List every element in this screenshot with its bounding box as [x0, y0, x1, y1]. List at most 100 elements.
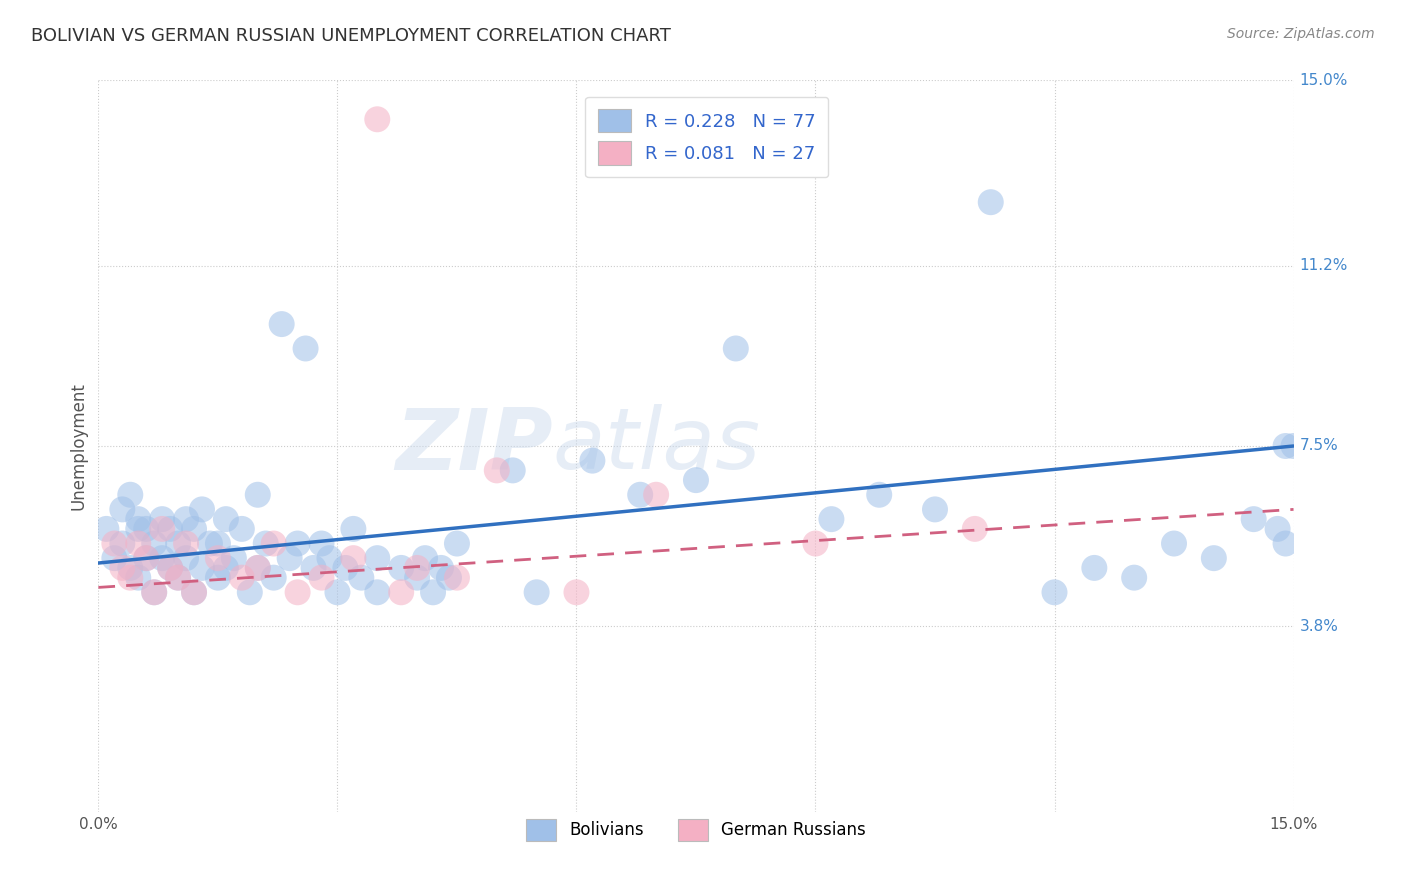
- Point: [191, 502, 214, 516]
- Point: [311, 536, 333, 550]
- Point: [406, 571, 429, 585]
- Point: [446, 571, 468, 585]
- Point: [150, 512, 173, 526]
- Point: [127, 536, 149, 550]
- Point: [820, 512, 842, 526]
- Point: [1282, 439, 1305, 453]
- Point: [366, 585, 388, 599]
- Point: [1267, 522, 1289, 536]
- Point: [526, 585, 548, 599]
- Point: [868, 488, 890, 502]
- Point: [143, 585, 166, 599]
- Text: ZIP: ZIP: [395, 404, 553, 488]
- Point: [342, 522, 364, 536]
- Text: Source: ZipAtlas.com: Source: ZipAtlas.com: [1227, 27, 1375, 41]
- Point: [963, 522, 986, 536]
- Point: [437, 571, 460, 585]
- Point: [1163, 536, 1185, 550]
- Point: [231, 522, 253, 536]
- Point: [1123, 571, 1146, 585]
- Point: [389, 585, 412, 599]
- Point: [120, 561, 142, 575]
- Point: [111, 536, 134, 550]
- Point: [302, 561, 325, 575]
- Point: [278, 551, 301, 566]
- Point: [207, 536, 229, 550]
- Point: [127, 512, 149, 526]
- Point: [103, 551, 125, 566]
- Point: [127, 571, 149, 585]
- Point: [174, 512, 197, 526]
- Point: [422, 585, 444, 599]
- Point: [1043, 585, 1066, 599]
- Point: [645, 488, 668, 502]
- Point: [430, 561, 453, 575]
- Point: [1083, 561, 1105, 575]
- Point: [924, 502, 946, 516]
- Point: [311, 571, 333, 585]
- Point: [143, 536, 166, 550]
- Point: [1274, 536, 1296, 550]
- Point: [628, 488, 651, 502]
- Point: [183, 585, 205, 599]
- Text: atlas: atlas: [553, 404, 761, 488]
- Point: [685, 473, 707, 487]
- Point: [159, 522, 181, 536]
- Point: [222, 551, 245, 566]
- Point: [294, 342, 316, 356]
- Point: [254, 536, 277, 550]
- Point: [485, 463, 508, 477]
- Point: [1274, 439, 1296, 453]
- Point: [159, 561, 181, 575]
- Point: [103, 536, 125, 550]
- Point: [167, 571, 190, 585]
- Point: [366, 551, 388, 566]
- Point: [342, 551, 364, 566]
- Point: [804, 536, 827, 550]
- Point: [174, 551, 197, 566]
- Point: [246, 561, 269, 575]
- Point: [96, 522, 118, 536]
- Point: [263, 536, 285, 550]
- Point: [207, 571, 229, 585]
- Point: [167, 536, 190, 550]
- Point: [135, 551, 157, 566]
- Point: [446, 536, 468, 550]
- Point: [135, 551, 157, 566]
- Point: [120, 571, 142, 585]
- Point: [502, 463, 524, 477]
- Y-axis label: Unemployment: Unemployment: [69, 382, 87, 510]
- Point: [287, 585, 309, 599]
- Point: [246, 561, 269, 575]
- Point: [159, 561, 181, 575]
- Point: [263, 571, 285, 585]
- Point: [215, 561, 238, 575]
- Point: [120, 488, 142, 502]
- Point: [389, 561, 412, 575]
- Point: [207, 551, 229, 566]
- Point: [335, 561, 357, 575]
- Point: [111, 502, 134, 516]
- Point: [980, 195, 1002, 210]
- Point: [413, 551, 436, 566]
- Point: [581, 453, 603, 467]
- Point: [366, 112, 388, 127]
- Point: [287, 536, 309, 550]
- Point: [198, 536, 221, 550]
- Point: [191, 561, 214, 575]
- Text: 11.2%: 11.2%: [1299, 258, 1348, 273]
- Point: [246, 488, 269, 502]
- Point: [270, 317, 292, 331]
- Point: [150, 551, 173, 566]
- Point: [167, 571, 190, 585]
- Point: [1243, 512, 1265, 526]
- Text: 7.5%: 7.5%: [1299, 439, 1339, 453]
- Point: [174, 536, 197, 550]
- Point: [565, 585, 588, 599]
- Point: [1202, 551, 1225, 566]
- Text: 3.8%: 3.8%: [1299, 619, 1339, 634]
- Legend: Bolivians, German Russians: Bolivians, German Russians: [520, 813, 872, 847]
- Point: [183, 522, 205, 536]
- Point: [215, 512, 238, 526]
- Point: [350, 571, 373, 585]
